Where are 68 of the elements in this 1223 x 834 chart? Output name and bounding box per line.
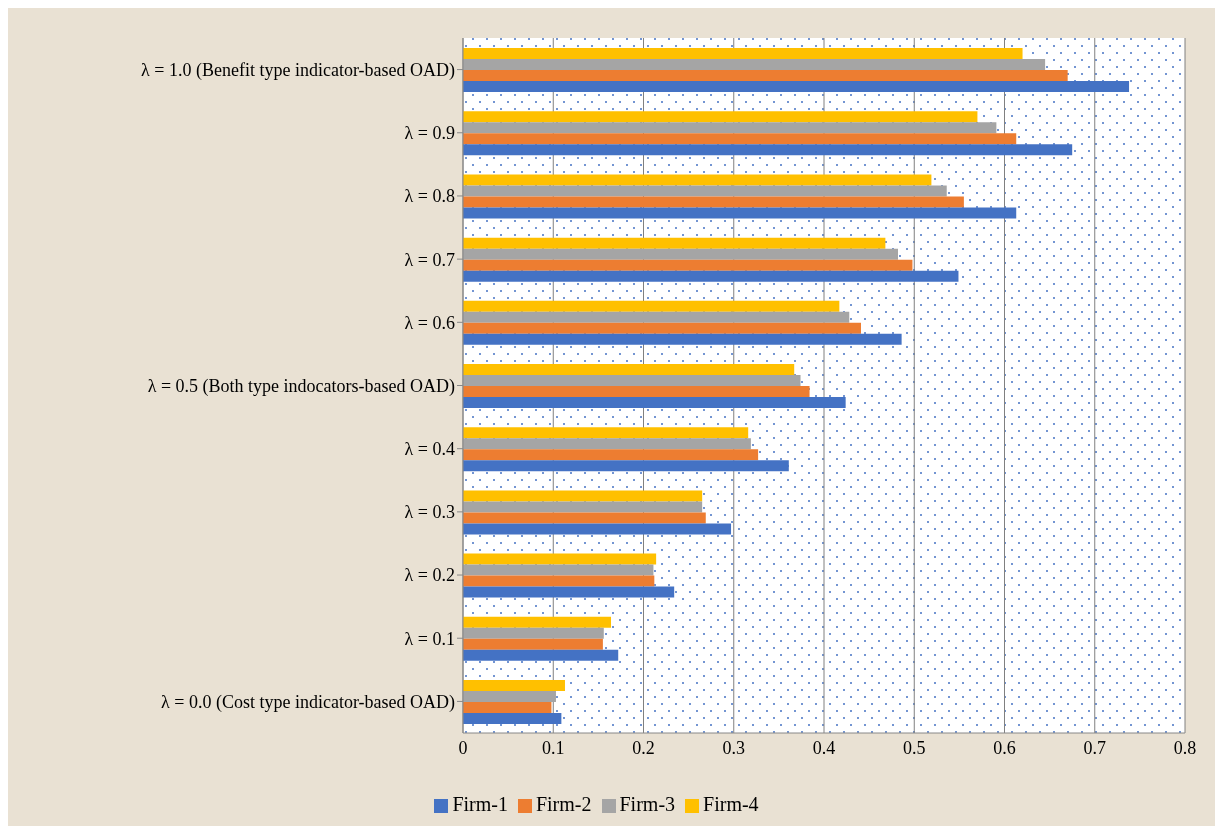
y-tick-label: λ = 0.4: [404, 439, 455, 460]
legend-label: Firm-3: [619, 793, 676, 815]
x-tick-label: 0.4: [812, 737, 836, 758]
bar: [463, 111, 978, 123]
y-tick-label: λ = 0.6: [404, 312, 455, 333]
bar: [463, 375, 801, 387]
bar: [463, 712, 562, 724]
bar: [463, 523, 732, 535]
bar: [463, 564, 654, 576]
x-tick-label: 0.2: [632, 737, 655, 758]
bar: [463, 586, 675, 598]
bar: [463, 174, 932, 186]
bar: [463, 300, 840, 312]
bar: [463, 512, 706, 524]
bar: [463, 679, 565, 691]
bar: [463, 460, 789, 472]
bar: [463, 397, 846, 409]
bar: [463, 48, 1023, 60]
y-tick-label: λ = 1.0 (Benefit type indicator-based OAD): [141, 59, 455, 81]
y-tick-label: λ = 0.8: [404, 186, 455, 207]
bar: [463, 322, 861, 334]
y-tick-label: λ = 0.2: [404, 565, 455, 586]
x-tick-label: 0.5: [903, 737, 926, 758]
y-tick-label: λ = 0.3: [404, 502, 455, 523]
bar: [463, 196, 964, 208]
x-tick-label: 0.1: [542, 737, 565, 758]
bar: [463, 270, 959, 282]
bar: [463, 386, 810, 398]
bar: [463, 427, 749, 439]
y-tick-label: λ = 0.9: [404, 123, 455, 144]
bar: [463, 144, 1073, 156]
bar: [463, 70, 1068, 82]
x-tick-label: 0: [458, 737, 468, 758]
bar: [463, 122, 997, 134]
bar: [463, 237, 886, 249]
bar: [463, 627, 604, 639]
bar: [463, 501, 703, 513]
bar: [463, 575, 655, 587]
bar: [463, 81, 1130, 93]
x-tick-label: 0.3: [722, 737, 745, 758]
legend-label: Firm-2: [535, 793, 592, 815]
bar: [463, 616, 612, 628]
bar: [463, 553, 657, 565]
bar: [463, 490, 703, 502]
y-tick-label: λ = 0.1: [404, 628, 455, 649]
bar: [463, 449, 759, 461]
bar: [463, 133, 1017, 145]
bar: [463, 311, 850, 323]
bar: [463, 333, 902, 345]
legend-label: Firm-1: [452, 793, 508, 815]
x-tick-label: 0.7: [1083, 737, 1106, 758]
x-tick-label: 0.6: [993, 737, 1016, 758]
bar: [463, 701, 552, 713]
y-tick-label: λ = 0.0 (Cost type indicator-based OAD): [161, 691, 455, 713]
bar: [463, 259, 913, 271]
bar: [463, 649, 619, 661]
y-tick-label: λ = 0.5 (Both type indocators-based OAD): [147, 375, 455, 397]
bar: [463, 364, 795, 376]
y-tick-label: λ = 0.7: [404, 249, 455, 270]
bar: [463, 248, 899, 260]
bar: [463, 207, 1017, 219]
bar: [463, 59, 1046, 71]
legend-label: Firm-4: [703, 793, 759, 815]
bar: [463, 185, 947, 197]
bar: [463, 690, 556, 702]
x-tick-label: 0.8: [1173, 737, 1197, 758]
bar: [463, 438, 751, 450]
bar: [463, 638, 603, 650]
